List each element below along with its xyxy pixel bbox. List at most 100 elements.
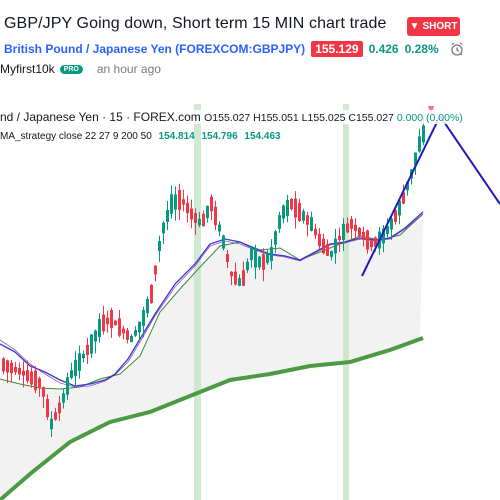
candle-body <box>286 200 289 216</box>
candle-body <box>154 265 157 275</box>
candle-body <box>182 199 185 205</box>
ma-fill-area <box>0 219 423 500</box>
candle-body <box>62 393 65 403</box>
candle-body <box>298 203 301 221</box>
ma-fast-line-2 <box>0 213 424 388</box>
candle-body <box>362 231 365 241</box>
candle-body <box>406 181 409 191</box>
legend-open: O155.027 <box>204 112 251 124</box>
ma-long-line <box>0 336 424 500</box>
candle-body <box>142 310 145 326</box>
candle-body <box>242 270 245 286</box>
candle-body <box>146 298 149 314</box>
symbol-link[interactable]: British Pound / Japanese Yen (FOREXCOM:G… <box>4 42 306 56</box>
candle-body <box>158 240 161 252</box>
candle-body <box>106 317 109 325</box>
idea-title: GBP/JPY Going down, Short term 15 MIN ch… <box>4 15 387 32</box>
candle-body <box>134 330 137 336</box>
candle-body <box>422 125 425 143</box>
alarm-clock-icon[interactable] <box>449 41 465 57</box>
candle-body <box>130 335 133 343</box>
candle-body <box>222 235 225 249</box>
candle-body <box>194 213 197 223</box>
candle-body <box>374 237 377 247</box>
candle-body <box>310 217 313 231</box>
candle-body <box>162 222 165 234</box>
chart-canvas[interactable] <box>0 104 500 500</box>
candle-body <box>58 402 61 414</box>
candle-body <box>314 228 317 236</box>
candle-body <box>22 370 25 376</box>
legend-close: C155.027 <box>348 112 394 124</box>
indicator-name: MA_strategy close 22 27 9 200 50 <box>0 131 152 142</box>
candle-body <box>382 228 385 244</box>
candle-body <box>198 218 201 226</box>
candle-body <box>166 210 169 222</box>
candle-body <box>150 284 153 304</box>
candle-body <box>262 254 265 270</box>
candle-body <box>26 370 29 382</box>
candle-body <box>178 190 181 210</box>
price-change: 0.426 <box>368 42 399 56</box>
candle-body <box>274 231 277 245</box>
legend-low: L155.025 <box>301 112 346 124</box>
candle-body <box>82 353 85 359</box>
candle-body <box>46 398 49 418</box>
short-badge[interactable]: ▼ SHORT <box>407 17 460 36</box>
highlight-band-1 <box>194 104 201 500</box>
candle-body <box>14 366 17 373</box>
candle-body <box>18 367 21 375</box>
candle-body <box>234 271 237 285</box>
candle-body <box>350 219 353 229</box>
arrow-down-icon: ▼ <box>409 21 420 32</box>
candle-body <box>10 362 13 374</box>
candle-body <box>78 353 81 371</box>
candle-body <box>386 225 389 235</box>
legend-high: H155.051 <box>253 112 299 124</box>
candle-body <box>70 370 73 378</box>
indicator-legend: MA_strategy close 22 27 9 200 50 154.814… <box>0 131 281 142</box>
candle-body <box>326 244 329 256</box>
candle-body <box>138 321 141 333</box>
candle-body <box>354 224 357 232</box>
candle-body <box>254 248 257 268</box>
candle-body <box>90 334 93 354</box>
candle-body <box>50 418 53 430</box>
candle-body <box>414 152 417 166</box>
author-name[interactable]: Myfirst10k <box>0 62 55 76</box>
candle-body <box>322 238 325 254</box>
candle-body <box>370 240 373 248</box>
candle-body <box>366 230 369 250</box>
candle-body <box>418 136 421 152</box>
ma-fast-line <box>0 211 424 387</box>
candle-body <box>174 194 177 210</box>
candle-body <box>30 371 33 385</box>
candle-body <box>94 330 97 342</box>
candle-body <box>270 247 273 261</box>
candle-body <box>170 194 173 214</box>
chart-legend: nd / Japanese Yen · 15 · FOREX.com O155.… <box>0 110 466 124</box>
candle-body <box>2 358 5 372</box>
projection-trend-down <box>439 115 500 205</box>
candle-body <box>390 218 393 230</box>
candle-body <box>206 205 209 219</box>
candle-body <box>42 387 45 397</box>
candle-body <box>330 251 333 257</box>
candle-body <box>342 223 345 241</box>
short-badge-label: SHORT <box>422 21 458 32</box>
pro-badge: PRO <box>59 64 83 74</box>
candle-body <box>318 233 321 247</box>
candle-body <box>190 208 193 220</box>
candle-body <box>114 320 117 326</box>
price-chart[interactable]: nd / Japanese Yen · 15 · FOREX.com O155.… <box>0 104 500 500</box>
legend-series-title: nd / Japanese Yen · 15 · FOREX.com <box>0 110 201 124</box>
candle-body <box>210 196 213 212</box>
candle-body <box>306 215 309 225</box>
candle-body <box>398 200 401 216</box>
candle-body <box>218 224 221 232</box>
author-row: Myfirst10k PRO an hour ago <box>0 61 161 77</box>
candle-body <box>358 228 361 236</box>
idea-header: GBP/JPY Going down, Short term 15 MIN ch… <box>0 0 500 84</box>
candle-body <box>34 370 37 391</box>
highlight-band-2 <box>343 104 349 500</box>
